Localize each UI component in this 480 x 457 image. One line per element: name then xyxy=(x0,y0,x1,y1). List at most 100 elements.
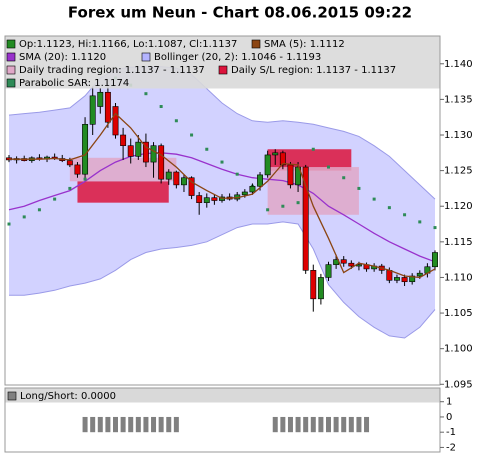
bollinger-upper xyxy=(8,66,436,200)
candle-body xyxy=(165,171,172,180)
sar-dot xyxy=(342,176,346,180)
candle-body xyxy=(196,195,203,203)
candle-body xyxy=(188,177,195,196)
candle-body xyxy=(211,197,218,201)
y-tick-label: -1 xyxy=(446,427,456,438)
bar xyxy=(272,416,278,433)
legend-swatch xyxy=(6,78,16,88)
bar xyxy=(97,416,103,433)
bar xyxy=(166,416,172,433)
y-tick-label: 1 xyxy=(446,397,452,408)
legend-swatch xyxy=(141,52,151,62)
sar-dot xyxy=(403,213,407,217)
region xyxy=(77,181,169,203)
bar xyxy=(303,416,309,433)
bar xyxy=(158,416,164,433)
sar-dot xyxy=(327,165,330,169)
legend-swatch xyxy=(6,65,16,75)
sar-dot xyxy=(296,201,300,205)
sar-dot xyxy=(53,197,57,201)
sar-dot xyxy=(220,160,224,164)
sar-dot xyxy=(68,186,72,190)
candle-body xyxy=(150,145,157,163)
y-tick-label: -2 xyxy=(446,442,456,453)
sar-dot xyxy=(7,222,11,226)
candle-body xyxy=(241,191,248,196)
sar-dot xyxy=(433,226,437,230)
y-tick-label: 1.095 xyxy=(444,379,473,390)
sar-dot xyxy=(190,133,194,137)
legend-swatch xyxy=(6,39,16,49)
bar xyxy=(341,416,347,433)
y-tick-label: 1.100 xyxy=(444,344,473,355)
candle-body xyxy=(287,164,294,186)
sar-dot xyxy=(144,92,148,96)
chart-title: Forex um Neun - Chart 08.06.2015 09:22 xyxy=(68,4,412,22)
candle-body xyxy=(302,166,309,271)
sar-dot xyxy=(266,208,270,212)
bar xyxy=(280,416,286,433)
candle-body xyxy=(97,91,104,107)
legend-label: SMA (20): 1.1120 xyxy=(19,52,106,63)
bar xyxy=(318,416,324,433)
y-tick-label: 1.130 xyxy=(444,130,473,141)
legend-label: SMA (5): 1.1112 xyxy=(264,39,345,50)
bar xyxy=(356,416,362,433)
candle-body xyxy=(82,124,89,175)
legend-swatch xyxy=(7,391,17,401)
candle-body xyxy=(112,106,119,136)
legend-label: Daily trading region: 1.1137 - 1.1137 xyxy=(19,65,205,76)
candle-body xyxy=(120,134,127,146)
candle-body xyxy=(394,277,400,281)
bar xyxy=(143,416,149,433)
bar xyxy=(90,416,96,433)
legend-label: Op:1.1123, Hi:1.1166, Lo:1.1087, Cl:1.11… xyxy=(19,39,237,50)
candle-body xyxy=(74,164,81,175)
candle-body xyxy=(386,270,393,281)
candle-body xyxy=(279,152,286,166)
bar xyxy=(326,416,331,433)
candle-body xyxy=(66,160,73,166)
sar-dot xyxy=(357,186,361,190)
legend-swatch xyxy=(251,39,261,49)
legend-label: Parabolic SAR: 1.1174 xyxy=(19,78,129,89)
y-tick-label: 1.125 xyxy=(444,166,473,177)
y-tick-label: 0 xyxy=(446,412,452,423)
sar-dot xyxy=(159,105,163,109)
candle-body xyxy=(158,145,165,180)
bar xyxy=(364,416,370,433)
sar-dot xyxy=(22,215,26,219)
bar xyxy=(173,416,179,433)
candle-body xyxy=(409,275,416,283)
candle-body xyxy=(264,154,271,176)
y-tick-label: 1.120 xyxy=(444,201,473,212)
sar-dot xyxy=(37,208,41,212)
legend-label: Bollinger (20, 2): 1.1046 - 1.1193 xyxy=(154,52,321,63)
bar xyxy=(128,416,134,433)
bar xyxy=(82,416,88,433)
bar xyxy=(333,416,339,433)
sar-dot xyxy=(235,172,239,176)
candle-body xyxy=(173,171,180,186)
bar xyxy=(151,416,157,433)
candle-body xyxy=(340,259,347,264)
candle-body xyxy=(127,145,134,157)
legend-label: Long/Short: 0.0000 xyxy=(20,391,116,402)
y-tick-label: 1.115 xyxy=(444,237,473,248)
candle-body xyxy=(257,174,263,187)
legend-label: Daily S/L region: 1.1137 - 1.1137 xyxy=(231,65,396,76)
candle-body xyxy=(142,141,149,163)
bar xyxy=(105,416,111,433)
legend-box xyxy=(5,388,440,403)
region xyxy=(69,157,177,182)
bollinger-lower xyxy=(9,221,436,339)
sar-dot xyxy=(387,206,391,210)
bar xyxy=(287,416,293,433)
legend-swatch xyxy=(218,65,228,75)
sar-dot xyxy=(281,204,285,208)
bar xyxy=(310,416,316,433)
bar xyxy=(135,416,141,433)
candle-body xyxy=(310,270,317,300)
sar-dot xyxy=(372,197,376,201)
